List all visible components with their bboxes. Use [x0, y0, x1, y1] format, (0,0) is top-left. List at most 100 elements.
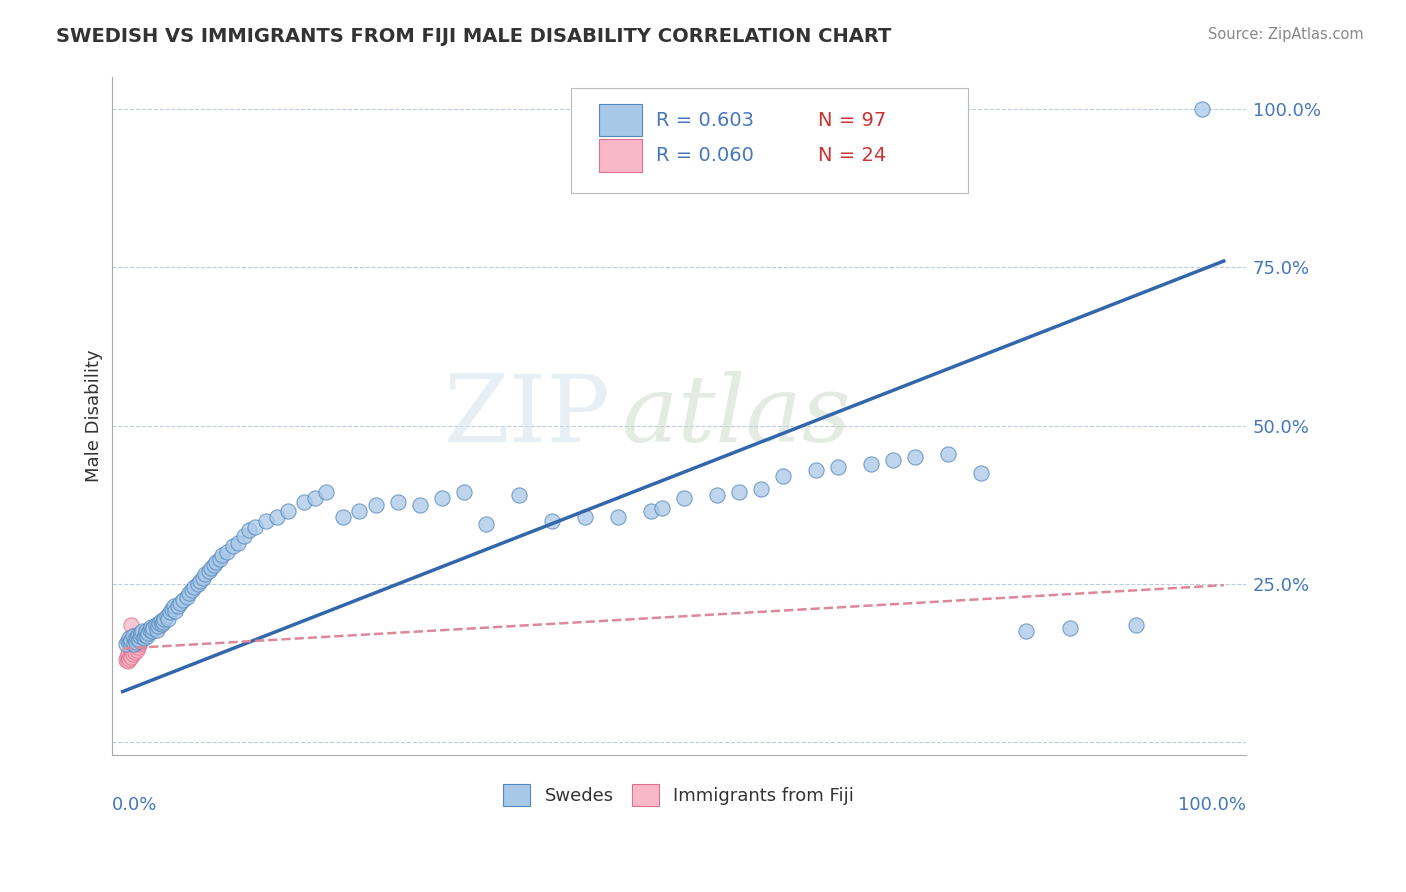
Point — [169, 596, 191, 610]
Point — [1125, 618, 1147, 632]
Point — [349, 504, 371, 518]
Text: Source: ZipAtlas.com: Source: ZipAtlas.com — [1208, 27, 1364, 42]
Point — [148, 616, 170, 631]
Point — [127, 627, 149, 641]
Point — [156, 612, 179, 626]
Point — [125, 643, 148, 657]
Point — [1059, 621, 1081, 635]
Point — [232, 529, 254, 543]
Point — [607, 510, 630, 524]
Point — [132, 631, 155, 645]
Point — [226, 536, 249, 550]
Point — [118, 631, 141, 645]
Point — [115, 637, 138, 651]
Point — [127, 640, 149, 655]
Point — [409, 498, 432, 512]
Point — [640, 504, 662, 518]
Point — [387, 494, 409, 508]
Point — [160, 602, 183, 616]
Point — [117, 634, 139, 648]
Point — [1014, 624, 1036, 639]
Text: R = 0.060: R = 0.060 — [657, 146, 754, 165]
Point — [453, 485, 475, 500]
Point — [128, 637, 150, 651]
Point — [122, 627, 145, 641]
Point — [254, 514, 277, 528]
Point — [145, 618, 167, 632]
Point — [115, 649, 138, 664]
Point — [120, 649, 142, 664]
Point — [150, 617, 173, 632]
Point — [315, 485, 337, 500]
Point — [205, 555, 228, 569]
Point — [153, 612, 176, 626]
Point — [131, 626, 153, 640]
Point — [243, 520, 266, 534]
Point — [772, 469, 794, 483]
Point — [188, 574, 211, 588]
Point — [120, 618, 142, 632]
FancyBboxPatch shape — [599, 139, 643, 171]
Point — [304, 491, 326, 506]
Point — [197, 564, 219, 578]
Text: ZIP: ZIP — [444, 371, 610, 461]
Point — [332, 510, 354, 524]
Point — [121, 647, 143, 661]
Point — [806, 463, 828, 477]
Point — [706, 488, 728, 502]
Point — [141, 624, 163, 639]
Point — [139, 623, 162, 637]
Point — [728, 485, 751, 500]
Point — [938, 447, 960, 461]
Point — [146, 619, 169, 633]
Point — [176, 590, 198, 604]
Point — [292, 494, 315, 508]
Point — [115, 653, 138, 667]
Point — [177, 586, 200, 600]
Point — [150, 614, 173, 628]
Point — [156, 608, 179, 623]
Point — [202, 558, 225, 572]
Point — [136, 626, 159, 640]
Point — [749, 482, 772, 496]
FancyBboxPatch shape — [599, 103, 643, 136]
Point — [121, 629, 143, 643]
Point — [1191, 102, 1213, 116]
Point — [120, 643, 142, 657]
Point — [117, 647, 139, 661]
Text: 0.0%: 0.0% — [111, 796, 157, 814]
Point — [651, 500, 673, 515]
Point — [146, 623, 169, 637]
Point — [208, 551, 231, 566]
Text: SWEDISH VS IMMIGRANTS FROM FIJI MALE DISABILITY CORRELATION CHART: SWEDISH VS IMMIGRANTS FROM FIJI MALE DIS… — [56, 27, 891, 45]
Point — [129, 635, 152, 649]
Point — [430, 491, 453, 506]
Point — [135, 624, 157, 639]
Point — [827, 459, 849, 474]
Point — [129, 629, 152, 643]
Point — [277, 504, 299, 518]
Point — [882, 453, 904, 467]
Point — [673, 491, 696, 506]
Y-axis label: Male Disability: Male Disability — [86, 350, 103, 483]
Point — [135, 624, 157, 639]
Point — [141, 620, 163, 634]
Point — [159, 606, 181, 620]
Point — [191, 571, 214, 585]
Point — [124, 632, 146, 646]
Point — [122, 637, 145, 651]
Point — [145, 620, 167, 634]
Text: N = 97: N = 97 — [818, 111, 886, 129]
Legend: Swedes, Immigrants from Fiji: Swedes, Immigrants from Fiji — [496, 777, 862, 814]
FancyBboxPatch shape — [571, 87, 967, 193]
Point — [135, 629, 157, 643]
Point — [508, 488, 530, 502]
Point — [574, 510, 596, 524]
Point — [134, 627, 156, 641]
Point — [125, 639, 148, 653]
Point — [142, 621, 165, 635]
Point — [166, 599, 188, 614]
Point — [186, 577, 208, 591]
Point — [238, 523, 260, 537]
Point — [165, 603, 187, 617]
